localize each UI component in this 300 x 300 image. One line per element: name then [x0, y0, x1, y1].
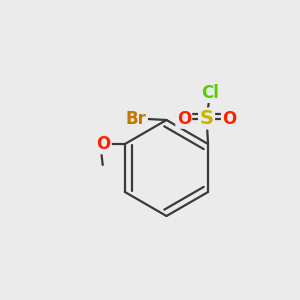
Text: Cl: Cl: [201, 84, 219, 102]
Text: S: S: [200, 109, 214, 128]
Text: O: O: [177, 110, 191, 128]
Text: Br: Br: [126, 110, 147, 128]
Text: O: O: [96, 135, 110, 153]
Text: O: O: [222, 110, 236, 128]
